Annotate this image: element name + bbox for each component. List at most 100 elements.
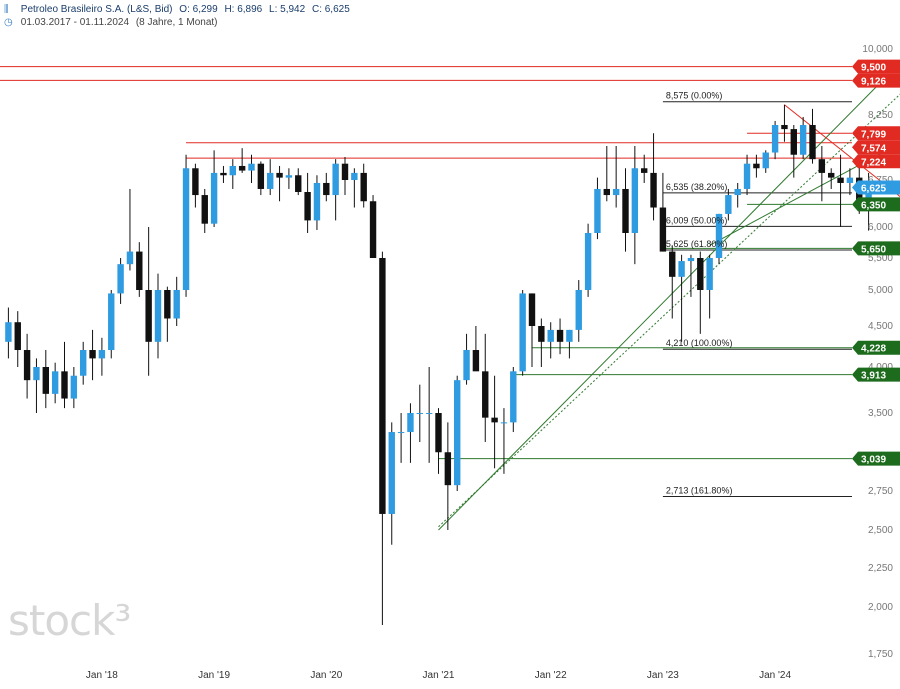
calendar-icon: ◷: [4, 17, 14, 28]
price-box-label: 3,913: [861, 371, 886, 382]
candle-body: [819, 159, 825, 173]
candle-body: [295, 175, 301, 192]
candle-body: [753, 164, 759, 169]
candle-body: [164, 290, 170, 318]
fib-label: 2,713 (161.80%): [666, 486, 733, 496]
y-tick-label: 10,000: [862, 44, 893, 55]
candle-body: [445, 452, 451, 485]
x-tick-label: Jan '23: [647, 670, 679, 681]
x-tick-label: Jan '19: [198, 670, 230, 681]
price-box: 7,799: [852, 126, 900, 140]
fib-label: 5,625 (61.80%): [666, 239, 728, 249]
candle-body: [763, 153, 769, 169]
candle-body: [211, 173, 217, 224]
x-tick-label: Jan '22: [535, 670, 567, 681]
y-tick-label: 5,000: [868, 285, 893, 296]
price-box-label: 6,350: [861, 200, 886, 211]
y-tick-label: 8,250: [868, 110, 893, 121]
candle-body: [136, 252, 142, 290]
y-tick-label: 2,500: [868, 525, 893, 536]
y-tick-label: 1,750: [868, 649, 893, 660]
candle-body: [548, 330, 554, 342]
y-tick-label: 2,000: [868, 602, 893, 613]
candle-body: [248, 164, 254, 171]
candle-body: [576, 290, 582, 330]
price-box: 6,350: [852, 197, 900, 211]
price-box-label: 7,574: [861, 143, 886, 154]
high-value: H: 6,896: [224, 4, 262, 15]
price-box-label: 5,650: [861, 244, 886, 255]
candle-body: [127, 252, 133, 265]
candle-body: [604, 189, 610, 195]
candle-body: [192, 168, 198, 195]
candle-body: [71, 376, 77, 399]
price-box: 7,574: [852, 140, 900, 154]
candle-body: [80, 350, 86, 376]
horizontal-levels: [0, 67, 852, 497]
candle-body: [650, 173, 656, 208]
candle-body: [304, 192, 310, 220]
candle-body: [5, 322, 11, 342]
candle-body: [491, 418, 497, 423]
candle-body: [510, 371, 516, 422]
candle-body: [678, 261, 684, 277]
chart-header: ⫼ Petroleo Brasileiro S.A. (L&S, Bid) O:…: [4, 4, 350, 28]
candle-body: [463, 350, 469, 380]
candle-body: [454, 380, 460, 485]
x-tick-label: Jan '24: [759, 670, 791, 681]
price-box-label: 9,500: [861, 63, 886, 74]
candle-body: [781, 125, 787, 129]
x-tick-label: Jan '20: [310, 670, 342, 681]
candle-body: [155, 290, 161, 342]
close-value: C: 6,625: [312, 4, 350, 15]
candle-body: [323, 183, 329, 195]
candle-body: [332, 164, 338, 195]
candle-body: [706, 258, 712, 290]
candle-body: [473, 350, 479, 371]
y-tick-label: 2,250: [868, 563, 893, 574]
candle-body: [697, 258, 703, 290]
candle-body: [258, 164, 264, 189]
candle-body: [735, 189, 741, 195]
candle-body: [202, 195, 208, 224]
date-span: (8 Jahre, 1 Monat): [136, 17, 218, 28]
candle-body: [501, 422, 507, 423]
candle-body: [117, 264, 123, 293]
candle-body: [267, 173, 273, 189]
candle-body: [828, 173, 834, 178]
candle-body: [342, 164, 348, 180]
candles: [5, 105, 872, 625]
price-box-label: 7,224: [861, 157, 886, 168]
price-box: 5,650: [852, 241, 900, 255]
candle-body: [426, 413, 432, 414]
price-box: 3,039: [852, 452, 900, 466]
candle-body: [407, 413, 413, 432]
candle-body: [61, 371, 67, 398]
candle-body: [379, 258, 385, 514]
candle-body: [585, 233, 591, 290]
fib-label: 8,575 (0.00%): [666, 91, 723, 101]
y-tick-label: 3,500: [868, 408, 893, 419]
candle-body: [800, 125, 806, 155]
candle-body: [220, 173, 226, 175]
candle-body: [33, 367, 39, 380]
date-range: 01.03.2017 - 01.11.2024: [21, 17, 129, 28]
open-value: O: 6,299: [179, 4, 217, 15]
low-value: L: 5,942: [269, 4, 305, 15]
y-tick-label: 2,750: [868, 486, 893, 497]
candle-body: [566, 330, 572, 342]
candle-body: [145, 290, 151, 342]
candle-body: [351, 173, 357, 180]
candle-body: [519, 293, 525, 371]
candle-body: [594, 189, 600, 233]
candle-body: [314, 183, 320, 220]
candle-body: [809, 125, 815, 159]
candle-body: [230, 166, 236, 175]
fib-label: 6,535 (38.20%): [666, 182, 728, 192]
candle-body: [15, 322, 21, 350]
price-box: 9,126: [852, 74, 900, 88]
y-tick-label: 4,500: [868, 321, 893, 332]
candle-body: [482, 371, 488, 417]
price-box-label: 3,039: [861, 455, 886, 466]
